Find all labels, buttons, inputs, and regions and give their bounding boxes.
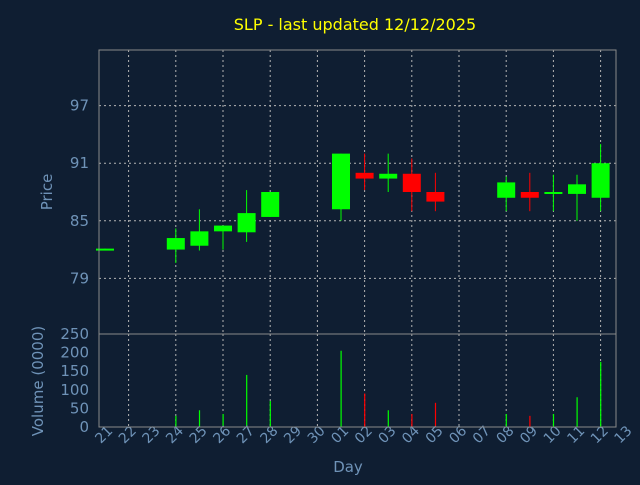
price-tick-label: 85 <box>70 212 89 230</box>
candle-body <box>190 231 209 246</box>
volume-bar <box>198 410 201 427</box>
volume-panel-frame <box>98 333 617 428</box>
volume-bar <box>175 415 177 427</box>
candle-body <box>355 172 374 179</box>
volume-bar <box>552 413 555 427</box>
volume-tick-label: 250 <box>60 325 89 343</box>
volume-bar <box>246 374 248 427</box>
volume-tick-label: 200 <box>60 344 89 362</box>
price-tick-label: 97 <box>70 97 89 115</box>
volume-bar <box>387 410 389 427</box>
candle-body <box>402 173 421 192</box>
candle-body <box>96 248 114 251</box>
volume-bar <box>529 415 531 427</box>
candle-body <box>591 163 610 198</box>
volume-bar <box>222 413 224 427</box>
price-axis-label: Price <box>38 174 56 211</box>
volume-tick-label: 50 <box>70 399 89 417</box>
candle-body <box>214 225 232 232</box>
volume-tick-label: 100 <box>60 381 89 399</box>
candle-body <box>379 173 398 179</box>
volume-axis-label: Volume (0000) <box>29 326 47 436</box>
volume-bar <box>434 402 437 427</box>
chart-title: SLP - last updated 12/12/2025 <box>234 15 476 34</box>
candle-body <box>166 238 185 250</box>
volume-bars <box>175 350 602 427</box>
volume-tick-label: 0 <box>79 418 89 436</box>
price-tick-label: 91 <box>70 154 89 172</box>
candle-body <box>237 213 256 233</box>
volume-bar <box>576 397 578 427</box>
price-tick-label: 79 <box>70 269 89 287</box>
volume-tick-label: 150 <box>60 362 89 380</box>
candle-body <box>497 182 516 198</box>
volume-bar <box>505 413 507 427</box>
volume-bar <box>269 400 271 427</box>
volume-bar <box>340 350 342 427</box>
x-axis-label: Day <box>333 458 363 476</box>
volume-bar <box>600 361 602 427</box>
candle-body <box>568 184 586 194</box>
volume-bar <box>364 393 366 427</box>
candle-body <box>332 153 350 210</box>
candle-body <box>544 192 563 194</box>
candle-body <box>520 192 539 198</box>
volume-bar <box>411 413 413 427</box>
price-candles <box>96 144 610 263</box>
candle-body <box>261 192 280 217</box>
candle-body <box>426 192 445 202</box>
